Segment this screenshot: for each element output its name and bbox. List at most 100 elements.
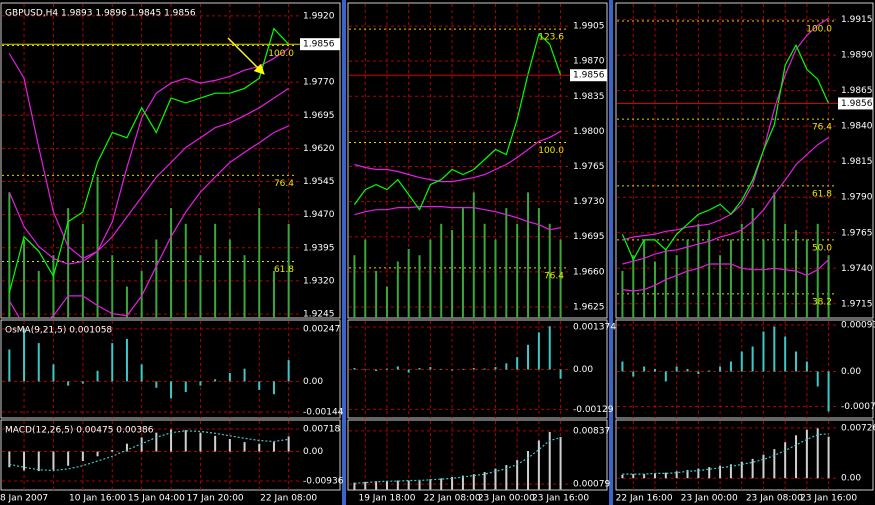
y-tick-label: 1.9815: [841, 157, 873, 167]
bar: [228, 239, 231, 318]
bar: [170, 381, 173, 399]
bar: [632, 371, 635, 377]
bar: [52, 364, 55, 382]
bar: [364, 239, 367, 318]
bar: [784, 336, 787, 372]
bar: [429, 367, 432, 370]
bar: [708, 467, 711, 479]
bar: [740, 461, 743, 479]
x-tick-label: 23 Jan 16:00: [532, 494, 589, 504]
bar: [81, 381, 84, 384]
pane-border: [615, 319, 874, 419]
y-tick-label: 0.00079: [573, 480, 610, 490]
bar: [719, 465, 722, 479]
bar: [125, 338, 128, 382]
bar: [697, 223, 700, 318]
bar: [243, 255, 246, 318]
x-tick-label: 23 Jan 00:00: [681, 494, 738, 504]
pane-title: OsMA(9,21,5) 0.001058: [5, 326, 112, 336]
bar: [762, 454, 765, 479]
bar: [81, 451, 84, 462]
x-tick-label: 23 Jan 00:00: [478, 494, 535, 504]
bar: [762, 239, 765, 318]
bar: [375, 369, 378, 372]
bar: [664, 248, 667, 318]
window-separator: [609, 0, 613, 505]
plot-area: [621, 326, 830, 412]
annotation-arrow: [227, 37, 265, 75]
fibo-level-label: 100.0: [268, 49, 294, 59]
bar: [228, 372, 231, 382]
bar: [440, 478, 443, 490]
bar: [494, 239, 497, 318]
bar: [396, 366, 399, 370]
plot-area: [621, 428, 830, 479]
fibo-level-label: 61.8: [812, 189, 832, 199]
bar: [643, 366, 646, 372]
price-box: [570, 69, 607, 82]
bar: [8, 192, 11, 318]
bar: [719, 366, 722, 372]
price-label: 1.9856: [841, 99, 873, 109]
series-line: [353, 32, 562, 211]
series-line: [621, 43, 830, 262]
bar: [686, 469, 689, 479]
y-tick-label: 1.9915: [841, 15, 873, 25]
y-tick-label: -0.0007: [841, 402, 875, 412]
bar: [364, 481, 367, 490]
bar: [396, 261, 399, 318]
x-tick-label: 22 Jan 16:00: [616, 494, 673, 504]
bar: [451, 369, 454, 371]
bar: [664, 371, 667, 382]
y-tick-label: 0.00247: [303, 324, 340, 334]
y-tick-label: 0.00837: [573, 426, 610, 436]
plot-area: [617, 17, 834, 318]
bar: [287, 360, 290, 382]
fibo-level-label: 123.6: [538, 33, 564, 43]
x-tick-label: 22 Jan 08:00: [424, 494, 481, 504]
bar: [537, 208, 540, 318]
price-label: 1.9856: [303, 40, 335, 50]
bar: [472, 474, 475, 490]
pane-border: [347, 419, 608, 491]
plot-area: [353, 432, 562, 490]
bar: [773, 192, 776, 318]
bar: [67, 208, 70, 318]
y-tick-label: 1.9395: [303, 243, 335, 253]
bar: [559, 436, 562, 490]
plot-area: [349, 28, 566, 318]
bar: [773, 449, 776, 479]
bar: [461, 475, 464, 490]
price-box: [838, 97, 873, 110]
bar: [805, 361, 808, 372]
series-line: [354, 206, 561, 231]
series-line: [622, 137, 829, 265]
bar: [729, 361, 732, 372]
y-tick-label: 1.9245: [303, 310, 335, 320]
bar: [8, 349, 11, 382]
bar: [762, 331, 765, 372]
bar: [23, 239, 26, 318]
bar: [805, 429, 808, 479]
series-line: [354, 130, 561, 183]
bar: [621, 474, 624, 479]
plot-area: [353, 326, 562, 379]
bar: [407, 480, 410, 490]
bar: [805, 239, 808, 318]
x-tick-label: 17 Jan 20:00: [187, 494, 244, 504]
bar: [111, 449, 114, 452]
y-tick-label: 1.9905: [573, 22, 605, 32]
series-line: [9, 430, 289, 472]
bar: [494, 468, 497, 490]
bar: [199, 381, 202, 386]
bar: [795, 351, 798, 372]
window-separator: [342, 0, 346, 505]
bar: [140, 364, 143, 382]
bar: [199, 255, 202, 318]
bar: [461, 368, 464, 370]
bar: [396, 480, 399, 490]
y-tick-label: 1.9870: [573, 57, 605, 67]
y-tick-label: 1.9695: [573, 232, 605, 242]
